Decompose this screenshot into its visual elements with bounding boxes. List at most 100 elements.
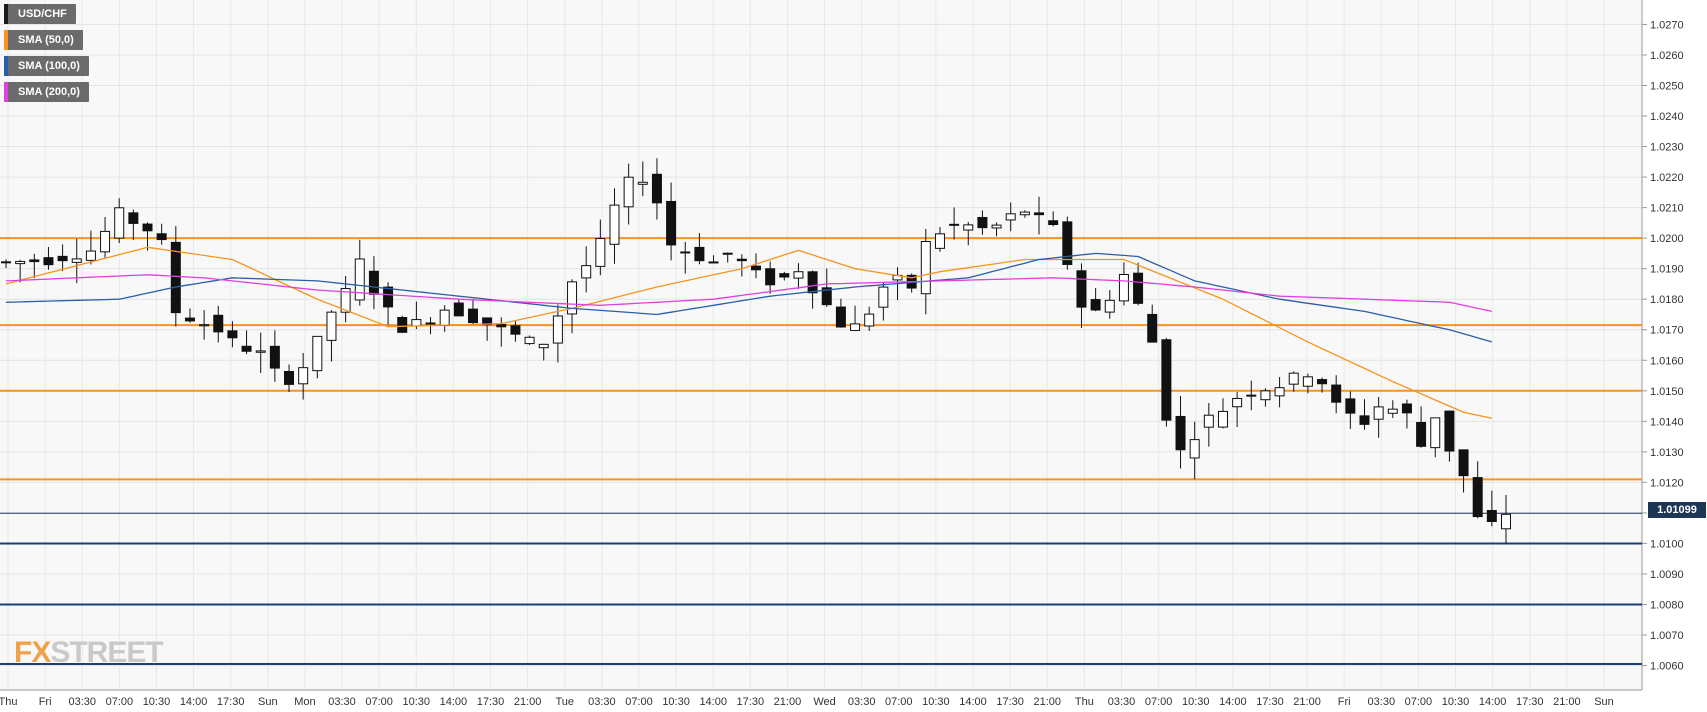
candle-body — [765, 268, 776, 286]
candle-body — [15, 260, 26, 265]
y-tick-label-19: 1.0250 — [1650, 80, 1684, 92]
x-tick-label-36: Fri — [1338, 696, 1351, 708]
y-tick-label-7: 1.0130 — [1650, 447, 1684, 459]
legend-item-sma100[interactable]: SMA (100,0) — [4, 56, 89, 76]
x-tick-label-42: 21:00 — [1553, 696, 1581, 708]
y-tick-label-13: 1.0190 — [1650, 264, 1684, 276]
x-tick-label-17: 07:00 — [625, 696, 653, 708]
candle-body — [510, 325, 521, 335]
legend-label-sma100: SMA (100,0) — [18, 60, 80, 72]
candle-body — [609, 204, 620, 245]
y-tick-label-10: 1.0160 — [1650, 355, 1684, 367]
candle-body — [850, 323, 861, 331]
y-tick-label-6: 1.0120 — [1650, 477, 1684, 489]
y-tick-label-0: 1.0060 — [1650, 661, 1684, 673]
x-tick-label-41: 17:30 — [1516, 696, 1544, 708]
x-tick-label-32: 10:30 — [1182, 696, 1210, 708]
y-tick-label-11: 1.0170 — [1650, 325, 1684, 337]
candle-body — [694, 246, 705, 262]
y-tick-label-21: 1.0270 — [1650, 19, 1684, 31]
candle-body — [736, 258, 747, 262]
candle-body — [1, 261, 11, 264]
candle-body — [170, 241, 181, 314]
candle-body — [1048, 220, 1059, 226]
candle-body — [482, 317, 493, 326]
x-tick-label-12: 14:00 — [440, 696, 468, 708]
candle-body — [821, 287, 832, 306]
legend-label-sma200: SMA (200,0) — [18, 86, 80, 98]
y-tick-label-9: 1.0150 — [1650, 386, 1684, 398]
x-tick-label-21: 21:00 — [774, 696, 802, 708]
x-tick-label-5: 14:00 — [180, 696, 208, 708]
candle-body — [199, 324, 210, 327]
candle-body — [397, 316, 408, 333]
candle-body — [623, 176, 634, 208]
candle-body — [1444, 410, 1455, 452]
candle-body — [227, 330, 238, 339]
candle-body — [864, 313, 875, 327]
candle-body — [977, 216, 988, 229]
candle-body — [1118, 274, 1129, 302]
y-tick-label-20: 1.0260 — [1650, 50, 1684, 62]
candle-body — [1147, 313, 1158, 343]
candle-body — [793, 271, 804, 279]
candle-body — [637, 181, 648, 185]
y-tick-label-15: 1.0210 — [1650, 203, 1684, 215]
candle-body — [708, 261, 719, 264]
candle-body — [1090, 299, 1101, 311]
candle-body — [1302, 376, 1313, 387]
sma50-line — [5, 246, 1492, 419]
candle-body — [57, 255, 68, 262]
candle-body — [439, 309, 450, 327]
legend-swatch-symbol — [4, 4, 8, 24]
candle-body — [43, 257, 54, 266]
candle-body — [1034, 212, 1045, 216]
candle-body — [142, 223, 153, 232]
candle-body — [722, 252, 733, 255]
plot-area — [0, 0, 1642, 690]
x-tick-label-34: 17:30 — [1256, 696, 1284, 708]
candle-body — [100, 230, 111, 253]
candle-body — [1217, 410, 1228, 428]
sma200-line — [5, 274, 1492, 313]
candle-body — [368, 270, 379, 295]
y-tick-label-8: 1.0140 — [1650, 416, 1684, 428]
candle-body — [1133, 272, 1144, 304]
candle-body — [1472, 477, 1483, 518]
candle-body — [1104, 299, 1115, 313]
candle-body — [934, 233, 945, 249]
fxstreet-logo: FXSTREET — [14, 636, 164, 669]
candle-body — [184, 317, 195, 322]
candle-body — [963, 224, 974, 231]
candle-body — [651, 173, 662, 204]
candle-body — [354, 258, 365, 301]
candle-body — [991, 224, 1002, 229]
candle-body — [1175, 415, 1186, 451]
x-tick-label-23: 03:30 — [848, 696, 876, 708]
candle-body — [1331, 384, 1342, 403]
candle-body — [1260, 390, 1271, 401]
x-tick-label-24: 07:00 — [885, 696, 913, 708]
candle-body — [878, 286, 889, 308]
candle-body — [156, 233, 167, 241]
candle-body — [524, 336, 535, 345]
legend-swatch-sma50 — [4, 30, 8, 50]
x-tick-label-33: 14:00 — [1219, 696, 1247, 708]
x-tick-label-22: Wed — [813, 696, 835, 708]
legend: USD/CHF SMA (50,0) SMA (100,0) SMA (200,… — [4, 4, 89, 108]
candle-body — [1373, 406, 1384, 420]
x-tick-label-19: 14:00 — [699, 696, 727, 708]
candle-body — [411, 319, 422, 327]
legend-item-sma50[interactable]: SMA (50,0) — [4, 30, 83, 50]
legend-item-symbol[interactable]: USD/CHF — [4, 4, 76, 24]
y-tick-label-4: 1.0100 — [1650, 538, 1684, 550]
candle-body — [1501, 513, 1511, 530]
candle-body — [595, 238, 606, 267]
x-tick-label-37: 03:30 — [1368, 696, 1396, 708]
legend-item-sma200[interactable]: SMA (200,0) — [4, 82, 89, 102]
x-tick-label-6: 17:30 — [217, 696, 245, 708]
x-tick-label-18: 10:30 — [662, 696, 690, 708]
candle-body — [241, 345, 252, 352]
